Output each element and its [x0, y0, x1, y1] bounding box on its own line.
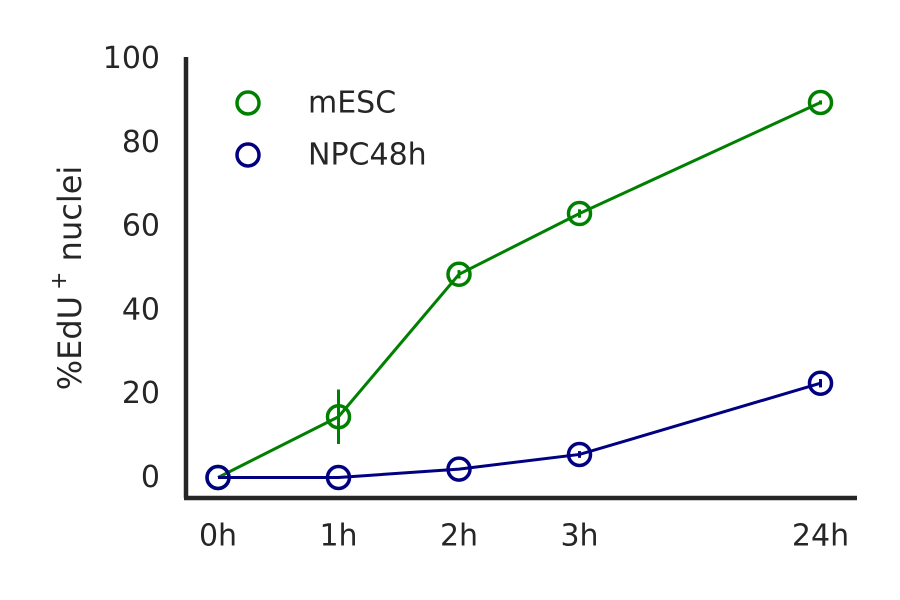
y-axis-title-tail: nuclei	[51, 166, 89, 272]
x-ticks: 0h 1h 2h 3h 24h	[199, 519, 849, 554]
legend-label: mESC	[308, 86, 396, 121]
y-axis-title-superscript: +	[47, 272, 72, 290]
y-axis-title-main: %EdU	[51, 296, 89, 390]
y-tick-label: 20	[122, 376, 160, 411]
axes	[183, 57, 857, 501]
x-tick-label: 24h	[792, 519, 849, 554]
x-tick-label: 0h	[199, 519, 237, 554]
y-tick-label: 60	[122, 209, 160, 244]
legend: mESC NPC48h	[235, 86, 427, 173]
svg-text:%EdU+ nuclei: %EdU + nuclei	[47, 166, 89, 391]
y-axis-title: %EdU + nuclei	[47, 166, 89, 391]
data-point	[325, 403, 352, 430]
y-ticks: 0 20 40 60 80 100	[103, 41, 160, 495]
x-tick-label: 1h	[319, 519, 357, 554]
series-layer	[205, 89, 834, 491]
y-tick-label: 0	[141, 460, 160, 495]
series-mESC	[205, 89, 834, 491]
y-tick-label: 40	[122, 292, 160, 327]
legend-marker	[235, 90, 261, 116]
legend-marker	[235, 142, 261, 168]
data-point	[566, 200, 593, 227]
series-NPC48h	[205, 370, 834, 491]
data-point	[566, 441, 593, 468]
y-tick-label: 100	[103, 41, 160, 76]
series-line	[218, 381, 821, 479]
data-point	[446, 261, 472, 288]
data-point	[446, 456, 472, 482]
data-point	[807, 89, 834, 116]
x-tick-label: 2h	[440, 519, 478, 554]
legend-label: NPC48h	[308, 138, 427, 173]
data-point	[325, 464, 352, 491]
y-tick-label: 80	[122, 125, 160, 160]
x-tick-label: 3h	[560, 519, 598, 554]
data-point	[205, 464, 231, 491]
data-point	[807, 370, 834, 396]
